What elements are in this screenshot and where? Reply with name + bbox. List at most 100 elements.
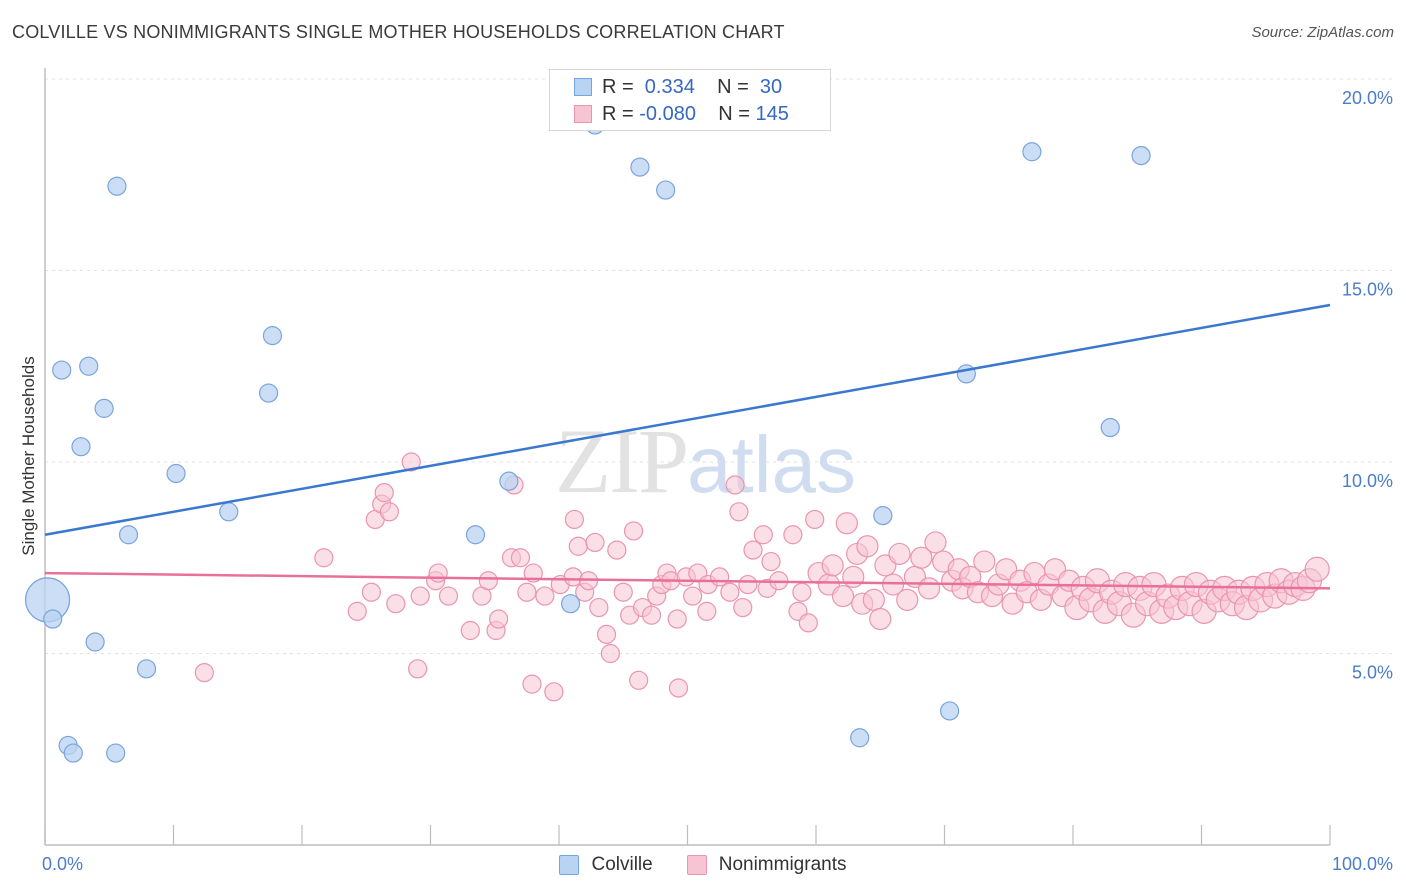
nonimmigrants-point-60	[733, 597, 753, 618]
watermark-atlas: atlas	[687, 420, 856, 509]
nonimmigrants-point-25	[523, 563, 543, 583]
colville-point-15	[258, 383, 279, 403]
legend-r-label-2: R =	[602, 102, 634, 125]
nonimmigrants-point-77	[842, 565, 865, 589]
axis-labels: 5.0% 10.0% 15.0% 20.0% 0.0% 100.0% Single Moth…	[19, 88, 1393, 874]
x-tick-label-min: 0.0%	[42, 854, 83, 874]
colville-point-22	[656, 180, 676, 200]
nonimmigrants-point-52	[683, 586, 703, 606]
nonimmigrants-point-76	[835, 512, 858, 535]
nonimmigrants-point-26	[535, 586, 555, 606]
colville-point-10	[107, 176, 127, 196]
nonimmigrants-point-9	[401, 452, 421, 472]
nonimmigrants-point-49	[667, 609, 687, 629]
nonimmigrants-point-3	[361, 582, 381, 602]
nonimmigrants-point-89	[917, 577, 941, 600]
legend-row-nonimmigrants: R = -0.080 N = 145	[574, 101, 789, 127]
y-tick-label-5: 5.0%	[1352, 663, 1393, 683]
nonimmigrants-swatch	[574, 105, 592, 123]
nonimmigrants-point-85	[888, 542, 911, 566]
legend-n-label: N =	[717, 75, 749, 98]
colville-point-5	[71, 437, 91, 457]
watermark-zip: ZIP	[555, 410, 689, 512]
legend-row-colville: R = 0.334 N = 30	[574, 74, 782, 100]
colville-point-21	[630, 157, 650, 177]
colville-point-1	[43, 609, 63, 629]
colville-point-28	[1100, 417, 1120, 438]
nonimmigrants-point-144	[1304, 556, 1330, 582]
nonimmigrants-point-90	[924, 531, 947, 554]
nonimmigrants-point-67	[783, 525, 803, 545]
nonimmigrants-point-86	[896, 588, 919, 611]
nonimmigrants-point-82	[869, 607, 892, 631]
colville-legend-swatch	[559, 855, 580, 875]
colville-r-value: 0.334	[639, 75, 695, 98]
nonimmigrants-trend-line	[44, 571, 1331, 590]
colville-legend-label: Colville	[591, 854, 653, 875]
legend-n-label-2: N =	[718, 102, 750, 125]
nonimmigrants-point-38	[607, 540, 627, 560]
nonimmigrants-point-1	[314, 548, 334, 568]
axes	[44, 68, 1331, 846]
nonimmigrants-r-value: -0.080	[639, 102, 696, 125]
colville-point-2	[52, 360, 72, 380]
nonimmigrants-point-97	[973, 550, 996, 573]
colville-point-16	[262, 326, 283, 346]
trend-lines	[44, 303, 1331, 590]
data-points	[24, 115, 1330, 763]
y-tick-label-20: 20.0%	[1342, 88, 1393, 108]
colville-point-9	[106, 743, 126, 763]
nonimmigrants-point-58	[725, 475, 745, 495]
source-label: Source: ZipAtlas.com	[1251, 24, 1394, 41]
colville-point-6	[79, 356, 99, 376]
colville-point-12	[136, 659, 157, 679]
nonimmigrants-point-37	[600, 643, 621, 664]
nonimmigrants-point-6	[374, 483, 394, 503]
colville-trend-line	[44, 303, 1331, 537]
colville-n-value: 30	[754, 75, 783, 98]
y-axis-title: Single Mother Households	[19, 356, 38, 555]
nonimmigrants-point-13	[428, 563, 448, 583]
nonimmigrants-n-value: 145	[755, 102, 789, 125]
nonimmigrants-point-65	[761, 551, 781, 572]
colville-point-4	[63, 743, 83, 763]
nonimmigrants-point-36	[596, 624, 617, 644]
correlation-legend: R = 0.334 N = 30 R = -0.080 N = 145	[549, 69, 831, 131]
nonimmigrants-point-71	[805, 509, 825, 530]
colville-point-18	[499, 471, 519, 491]
colville-point-27	[1022, 142, 1042, 162]
colville-point-24	[873, 506, 893, 526]
colville-point-25	[940, 701, 960, 721]
colville-point-29	[1131, 146, 1151, 166]
nonimmigrants-point-14	[438, 586, 459, 606]
nonimmigrants-point-17	[478, 571, 498, 591]
y-tick-label-15: 15.0%	[1342, 280, 1393, 300]
colville-point-8	[94, 398, 114, 418]
nonimmigrants-point-24	[522, 674, 542, 694]
nonimmigrants-point-7	[379, 502, 399, 522]
legend-r-label: R =	[602, 75, 634, 98]
colville-swatch	[574, 78, 592, 96]
nonimmigrants-point-0	[194, 663, 214, 683]
colville-point-13	[166, 463, 186, 484]
nonimmigrants-point-34	[585, 532, 605, 553]
nonimmigrants-point-23	[517, 582, 537, 602]
legend-item-nonimmigrants: Nonimmigrants	[686, 852, 847, 878]
nonimmigrants-point-50	[668, 678, 689, 698]
colville-point-17	[465, 525, 486, 545]
y-tick-label-10: 10.0%	[1342, 471, 1393, 491]
nonimmigrants-point-11	[410, 586, 430, 606]
nonimmigrants-point-61	[738, 574, 758, 595]
legend-item-colville: Colville	[559, 852, 653, 878]
nonimmigrants-point-44	[641, 605, 662, 625]
watermark: ZIPatlas	[555, 408, 856, 514]
nonimmigrants-point-69	[792, 582, 812, 602]
nonimmigrants-point-63	[753, 525, 773, 545]
nonimmigrants-point-54	[697, 601, 717, 621]
nonimmigrants-point-81	[862, 588, 885, 611]
nonimmigrants-point-31	[568, 536, 588, 556]
nonimmigrants-point-59	[729, 502, 749, 522]
nonimmigrants-point-42	[629, 670, 649, 690]
nonimmigrants-point-84	[881, 573, 905, 596]
